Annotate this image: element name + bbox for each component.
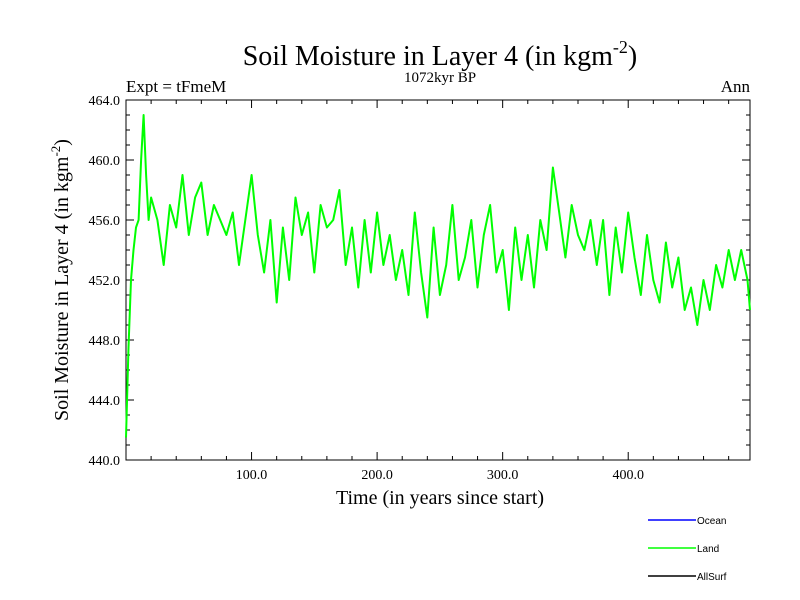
x-axis-label: Time (in years since start) [336, 487, 544, 509]
y-tick-label: 448.0 [89, 334, 121, 349]
x-tick-label: 400.0 [612, 468, 644, 483]
series-line-land [125, 114, 751, 438]
chart-subtitle: 1072kyr BP [404, 70, 476, 86]
chart-title: Soil Moisture in Layer 4 (in kgm-2) [243, 37, 638, 72]
legend-label-land: Land [697, 544, 719, 555]
x-tick-label: 100.0 [236, 468, 268, 483]
legend-label-ocean: Ocean [697, 516, 726, 527]
experiment-label: Expt = tFmeM [126, 77, 226, 96]
x-tick-label: 200.0 [361, 468, 393, 483]
y-tick-label: 456.0 [89, 214, 121, 229]
y-tick-label: 452.0 [89, 274, 121, 289]
legend-label-allsurf: AllSurf [697, 572, 727, 583]
y-tick-label: 464.0 [89, 94, 121, 109]
season-label: Ann [721, 77, 751, 96]
x-tick-label: 300.0 [487, 468, 519, 483]
y-axis-label: Soil Moisture in Layer 4 (in kgm-2) [48, 139, 73, 421]
y-tick-label: 440.0 [89, 454, 121, 469]
y-tick-label: 460.0 [89, 154, 121, 169]
y-tick-label: 444.0 [89, 394, 121, 409]
x-axis: 100.0 200.0 300.0 400.0 [150, 100, 730, 483]
legend: Ocean Land AllSurf [648, 516, 727, 583]
series-layer [125, 114, 751, 438]
y-axis: 440.0 444.0 448.0 452.0 456.0 460.0 464.0 [89, 94, 750, 469]
